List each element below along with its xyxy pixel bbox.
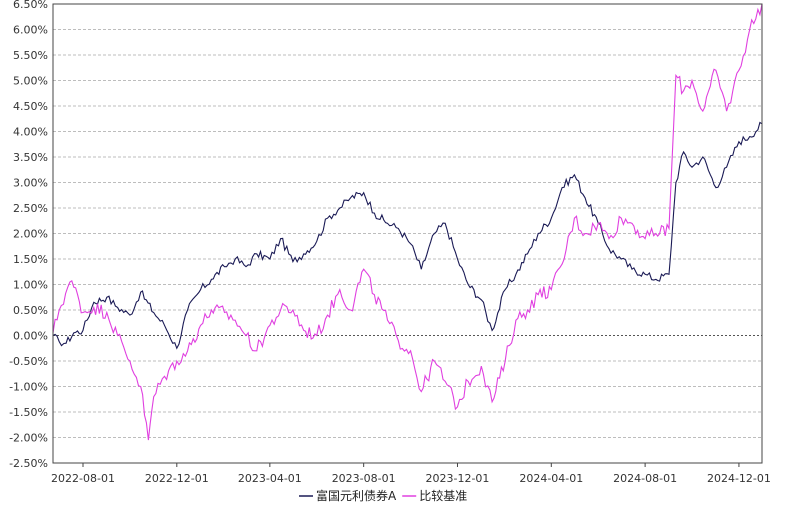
y-tick-label: 5.00% [13,75,48,88]
x-tick-label: 2023-12-01 [426,472,490,485]
y-tick-label: 6.00% [13,24,48,37]
legend-label-1: 富国元利债券A [316,488,397,503]
x-tick-label: 2023-08-01 [332,472,396,485]
y-tick-label: 0.50% [13,304,48,317]
x-tick-label: 2024-12-01 [707,472,771,485]
y-tick-label: 0.00% [13,330,48,343]
y-tick-label: -0.50% [9,355,48,368]
y-tick-label: 6.50% [13,0,48,11]
y-tick-label: 2.50% [13,202,48,215]
x-axis-tick-labels: 2022-08-01 2022-12-01 2023-04-01 2023-08-01… [51,463,771,485]
legend-label-2: 比较基准 [419,488,467,503]
y-tick-label: 3.00% [13,177,48,190]
series-line-2 [52,3,763,441]
x-tick-label: 2023-04-01 [238,472,302,485]
y-tick-label: 2.00% [13,228,48,241]
y-tick-label: -1.50% [9,406,48,419]
y-tick-label: 3.50% [13,151,48,164]
series-line-1 [52,121,763,350]
y-tick-label: 5.50% [13,49,48,62]
y-axis-tick-labels: 6.50% 6.00% 5.50% 5.00% 4.50% 4.00% 3.50% 3.00%… [9,0,48,470]
x-tick-label: 2022-08-01 [51,472,115,485]
y-tick-label: 1.00% [13,279,48,292]
x-tick-label: 2022-12-01 [145,472,209,485]
x-tick-label: 2024-08-01 [613,472,677,485]
y-tick-label: 4.50% [13,100,48,113]
legend: 富国元利债券A 比较基准 [299,488,467,503]
y-tick-label: -2.50% [9,457,48,470]
y-tick-label: -1.00% [9,381,48,394]
plot-border [52,3,763,464]
y-tick-label: -2.00% [9,432,48,445]
y-tick-label: 4.00% [13,126,48,139]
gridlines [53,3,762,464]
x-tick-label: 2024-04-01 [519,472,583,485]
y-tick-label: 1.50% [13,253,48,266]
series-lines [52,3,763,441]
